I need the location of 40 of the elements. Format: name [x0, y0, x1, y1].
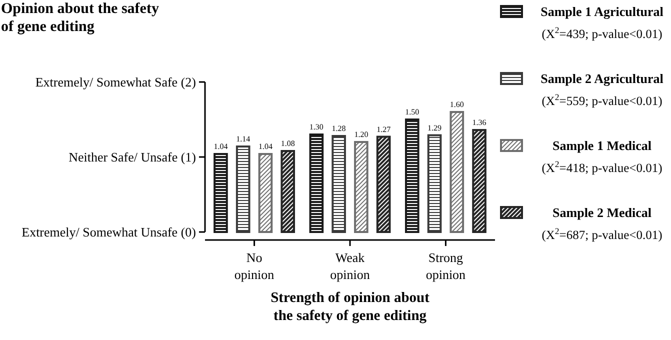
data-label: 1.29: [428, 123, 442, 132]
bar: [214, 153, 228, 233]
bar: [354, 141, 368, 233]
text: (X$^{2}$=687; p-value<0.01): [542, 226, 662, 242]
bar: [404, 118, 420, 233]
data-label: 1.60: [450, 100, 464, 109]
bar: [280, 150, 296, 233]
legend-label: Sample 1 Medical: [552, 138, 652, 153]
bar: [427, 134, 442, 233]
x-tick-label: No opinion: [234, 250, 275, 282]
text: Opinion about the safety of gene editing: [1, 1, 160, 35]
legend-label: Sample 1 Agricultural: [540, 4, 664, 19]
data-label: 1.36: [472, 118, 486, 127]
legend-label: Sample 2 Agricultural: [540, 71, 664, 86]
text: (X$^{2}$=559; p-value<0.01): [542, 92, 662, 108]
y-tick-label: Extremely/ Somewhat Unsafe (0): [22, 224, 196, 240]
x-axis-title: Strength of opinion about the safety of gene editing: [270, 290, 430, 324]
data-label: 1.27: [376, 124, 391, 134]
data-label: 1.08: [280, 139, 295, 148]
data-label: 1.04: [258, 142, 272, 151]
data-label: 1.50: [405, 108, 420, 116]
bar: [309, 134, 324, 233]
bar: [258, 153, 273, 233]
legend-label: Sample 2 Medical: [552, 205, 652, 220]
data-label: 1.04: [214, 142, 228, 151]
data-label: 1.14: [236, 134, 250, 144]
y-tick-label: Neither Safe/ Unsafe (1): [68, 150, 196, 165]
y-tick-label: Extremely/ Somewhat Safe (2): [35, 74, 196, 90]
bar: [450, 111, 464, 233]
data-label: 1.30: [309, 122, 324, 132]
x-tick-label: Strong opinion: [426, 250, 466, 282]
bar: [472, 129, 486, 233]
data-label: 1.28: [332, 124, 346, 133]
bar: [332, 135, 346, 233]
text: (X$^{2}$=439; p-value<0.01): [542, 25, 662, 41]
bar: [236, 146, 250, 233]
text: (X$^{2}$=418; p-value<0.01): [542, 159, 662, 175]
bar: [376, 136, 391, 233]
data-label: 1.20: [354, 130, 368, 139]
x-tick-label: Weak opinion: [330, 250, 370, 282]
